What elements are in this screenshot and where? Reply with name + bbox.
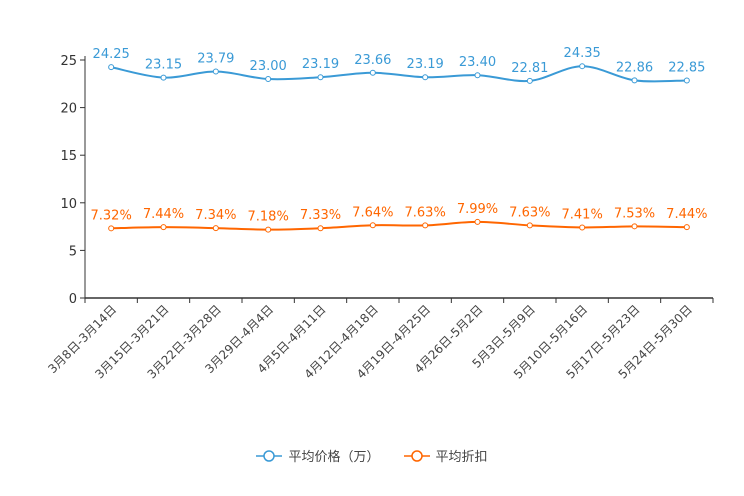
legend-item-price[interactable]: 平均价格（万） [256, 446, 380, 465]
data-label: 7.63% [405, 205, 446, 220]
data-label: 23.79 [197, 52, 234, 67]
legend-item-discount[interactable]: 平均折扣 [403, 446, 488, 465]
y-tick-label: 5 [69, 244, 77, 259]
series-line [111, 220, 687, 231]
data-point [474, 218, 481, 225]
y-tick-label: 25 [60, 54, 77, 69]
data-label: 23.15 [145, 58, 182, 73]
data-label: 23.19 [302, 57, 339, 72]
data-point [317, 225, 324, 232]
data-label: 22.81 [511, 61, 548, 76]
data-label: 23.19 [407, 57, 444, 72]
data-point [108, 64, 115, 71]
data-label: 22.85 [668, 60, 705, 75]
data-point [108, 225, 115, 232]
data-point [683, 77, 690, 84]
data-point [631, 223, 638, 230]
data-label: 24.35 [564, 46, 601, 61]
data-label: 7.32% [91, 208, 132, 223]
data-label: 23.40 [459, 55, 496, 70]
data-label: 7.18% [248, 210, 289, 225]
y-tick-label: 0 [69, 292, 77, 307]
y-tick-label: 15 [60, 149, 77, 164]
series-line [110, 65, 687, 83]
data-label: 7.64% [352, 205, 393, 220]
data-label: 23.00 [250, 59, 287, 74]
data-label: 7.33% [300, 208, 341, 223]
data-point [526, 77, 533, 84]
data-point [683, 224, 690, 231]
data-label: 7.99% [457, 202, 498, 217]
data-point [631, 77, 638, 84]
data-point [369, 222, 376, 229]
data-label: 22.86 [616, 60, 653, 75]
data-point [579, 224, 586, 231]
y-tick-label: 20 [60, 102, 77, 117]
data-label: 7.44% [143, 207, 184, 222]
data-point [265, 76, 272, 83]
data-point [317, 74, 324, 81]
data-point [369, 69, 376, 76]
data-point [474, 72, 481, 79]
legend: 平均价格（万） 平均折扣 [0, 446, 744, 465]
data-point [212, 68, 219, 75]
data-label: 7.63% [509, 205, 550, 220]
data-point [422, 74, 429, 81]
legend-marker-icon [403, 449, 430, 462]
legend-label: 平均价格（万） [288, 450, 380, 465]
data-point [212, 225, 219, 232]
data-label: 7.53% [614, 206, 655, 221]
data-label: 7.44% [666, 207, 707, 222]
data-point [526, 222, 533, 229]
data-point [160, 224, 167, 231]
data-label: 24.25 [93, 47, 130, 62]
legend-label: 平均折扣 [435, 450, 488, 465]
data-label: 23.66 [354, 53, 391, 68]
legend-marker-icon [256, 449, 283, 462]
data-label: 7.41% [562, 207, 603, 222]
data-point [160, 74, 167, 81]
data-point [265, 226, 272, 233]
y-tick-label: 10 [60, 197, 77, 212]
data-point [422, 222, 429, 229]
data-label: 7.34% [195, 208, 236, 223]
data-point [579, 63, 586, 70]
